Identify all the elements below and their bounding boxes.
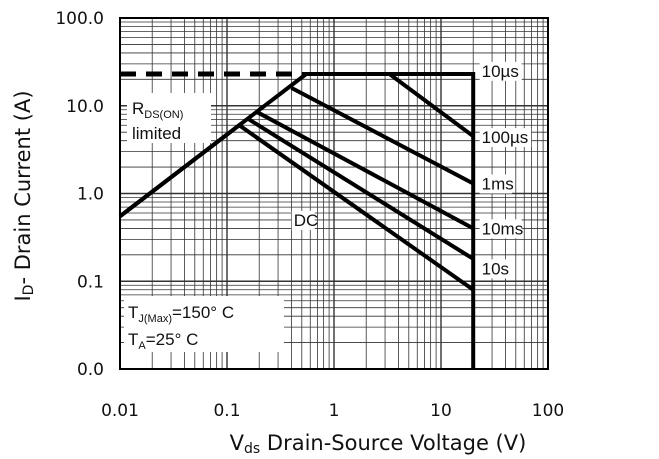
y-axis-title: ID- Drain Current (A) xyxy=(11,90,37,301)
curves xyxy=(118,71,476,369)
curve-3 xyxy=(255,110,475,231)
curve-label-0: 10µs xyxy=(482,62,519,81)
plot-frame xyxy=(119,17,549,370)
y-tick-label-4: 100.0 xyxy=(55,9,104,29)
curve-label-1: 100µs xyxy=(482,128,529,147)
curve-label-bg-0 xyxy=(479,61,522,81)
temperature-annotation-bg xyxy=(124,296,284,352)
x-tick-label-2: 1 xyxy=(329,401,340,421)
y-tick-labels: 0.0 0.1 1.0 10.0 100.0 xyxy=(55,9,104,380)
rds-annotation-bg xyxy=(127,93,211,143)
curve-label-5: DC xyxy=(294,211,319,230)
x-tick-label-4: 100 xyxy=(532,401,564,421)
curve-5 xyxy=(118,122,475,292)
curve-label-4: 10s xyxy=(482,259,509,278)
ta-label: TA=25° C xyxy=(128,330,198,352)
curve-labels: 10µs 100µs 1ms 10ms 10s DC xyxy=(291,61,532,279)
curve-label-bg-3 xyxy=(479,219,522,239)
x-tick-label-0: 0.01 xyxy=(101,401,139,421)
curve-label-bg-4 xyxy=(479,259,513,279)
curve-1 xyxy=(301,72,475,138)
x-tick-labels: 0.01 0.1 1 10 100 xyxy=(101,401,564,421)
curve-2 xyxy=(290,86,475,186)
tj-max-label: TJ(Max)=150° C xyxy=(128,303,234,325)
curve-label-3: 10ms xyxy=(482,219,524,238)
curve-label-bg-5 xyxy=(291,210,315,230)
x-axis-title: Vds Drain-Source Voltage (V) xyxy=(230,431,527,457)
curve-label-bg-2 xyxy=(479,174,513,194)
curve-label-bg-1 xyxy=(479,128,532,148)
curve-4 xyxy=(247,117,475,261)
x-tick-label-1: 0.1 xyxy=(213,401,240,421)
rds-limited-label: limited xyxy=(132,124,181,143)
x-tick-label-3: 10 xyxy=(430,401,452,421)
y-tick-label-3: 10.0 xyxy=(66,97,104,117)
curve-label-2: 1ms xyxy=(482,175,514,194)
y-tick-label-0: 0.0 xyxy=(77,360,104,380)
y-tick-label-2: 1.0 xyxy=(77,185,104,205)
rds-on-label: RDS(ON) xyxy=(132,99,183,121)
y-tick-label-1: 0.1 xyxy=(77,272,104,292)
